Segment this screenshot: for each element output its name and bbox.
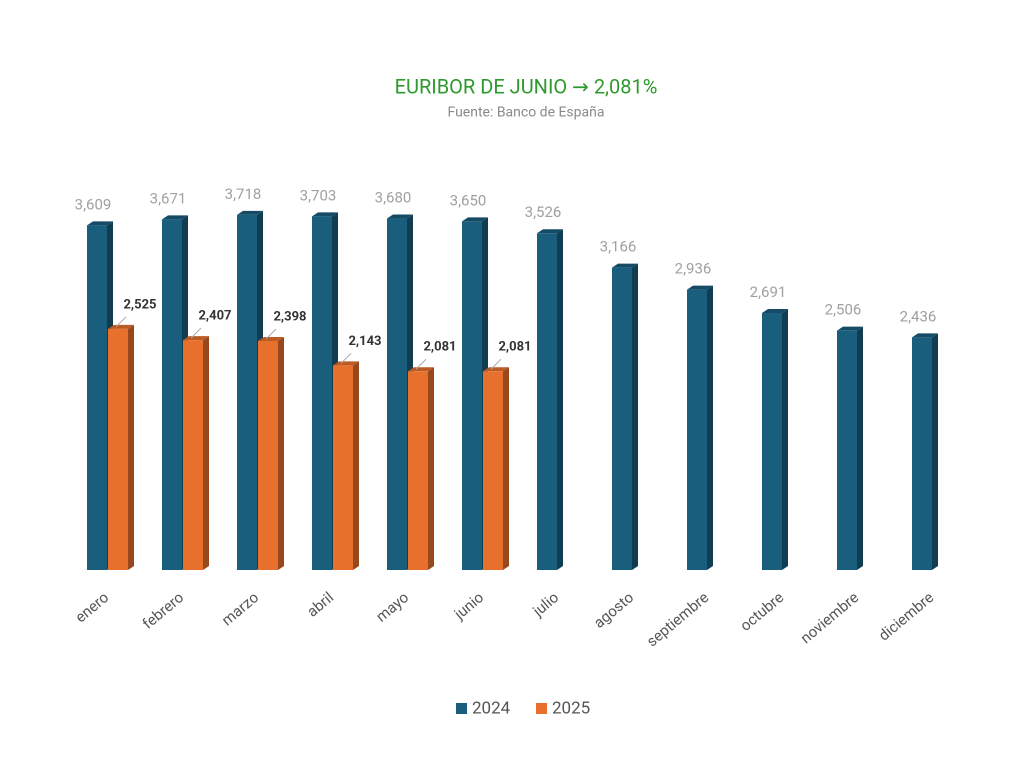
bar-side: [128, 324, 134, 570]
bar: [237, 214, 257, 570]
bar: [837, 330, 857, 570]
bar: [333, 365, 353, 570]
legend-swatch: [456, 703, 467, 714]
bar-top: [333, 361, 359, 366]
bar-side: [932, 333, 938, 570]
bar: [408, 371, 428, 570]
value-label: 2,081: [423, 340, 456, 355]
value-label: 2,525: [123, 297, 156, 312]
bar: [687, 289, 707, 570]
bar-side: [353, 361, 359, 570]
bar-top: [912, 333, 938, 338]
value-label: 2,081: [498, 340, 531, 355]
bar-side: [857, 326, 863, 570]
leader-line: [415, 358, 427, 370]
bar: [387, 218, 407, 570]
leader-line: [490, 358, 502, 370]
bar-side: [707, 285, 713, 570]
leader-line: [190, 327, 202, 339]
bar-side: [428, 367, 434, 570]
bar-top: [537, 229, 563, 234]
leader-line: [265, 328, 277, 340]
bar: [483, 371, 503, 570]
value-label: 3,526: [525, 203, 562, 221]
value-label: 3,703: [300, 186, 337, 204]
bar: [612, 267, 632, 570]
bar-side: [503, 367, 509, 570]
bar-side: [632, 263, 638, 570]
bar-top: [108, 324, 134, 329]
value-label: 3,680: [375, 189, 412, 207]
bar-top: [483, 367, 509, 372]
value-label: 3,609: [75, 195, 112, 213]
bar: [162, 219, 182, 570]
value-label: 2,407: [198, 309, 231, 324]
bar-top: [312, 212, 338, 217]
value-label: 3,166: [600, 238, 637, 256]
value-label: 2,691: [750, 283, 787, 301]
value-label: 2,398: [273, 309, 306, 324]
bar: [108, 328, 128, 570]
bar-top: [258, 336, 284, 341]
value-label: 2,143: [348, 334, 381, 349]
chart-subtitle: Fuente: Banco de España: [448, 105, 605, 121]
bar-top: [162, 215, 188, 220]
bar: [258, 340, 278, 570]
value-label: 2,506: [825, 301, 862, 319]
legend-swatch: [536, 703, 547, 714]
bar-top: [387, 214, 413, 219]
bar-side: [557, 229, 563, 570]
bar-top: [612, 263, 638, 268]
bar: [537, 233, 557, 570]
value-label: 3,650: [450, 191, 487, 209]
bar-top: [183, 336, 209, 341]
bar: [762, 313, 782, 570]
bar-side: [782, 309, 788, 570]
bar-top: [408, 367, 434, 372]
bar-top: [462, 217, 488, 222]
value-label: 2,936: [675, 260, 712, 278]
legend-label: 2024: [472, 698, 511, 718]
bar: [912, 337, 932, 570]
bar-top: [237, 210, 263, 215]
value-label: 3,718: [225, 185, 262, 203]
leader-line: [340, 352, 352, 364]
bar-top: [687, 285, 713, 290]
bar: [183, 340, 203, 570]
bar-top: [762, 309, 788, 314]
chart-title: EURIBOR DE JUNIO → 2,081%: [395, 74, 658, 98]
bar-top: [837, 326, 863, 331]
bar: [312, 216, 332, 570]
bar-side: [278, 336, 284, 570]
bar: [462, 221, 482, 571]
bar-top: [87, 221, 113, 226]
bar: [87, 225, 107, 570]
legend-label: 2025: [552, 698, 590, 718]
value-label: 2,436: [900, 307, 937, 325]
bar-side: [203, 336, 209, 570]
value-label: 3,671: [150, 189, 187, 207]
leader-line: [115, 316, 127, 328]
